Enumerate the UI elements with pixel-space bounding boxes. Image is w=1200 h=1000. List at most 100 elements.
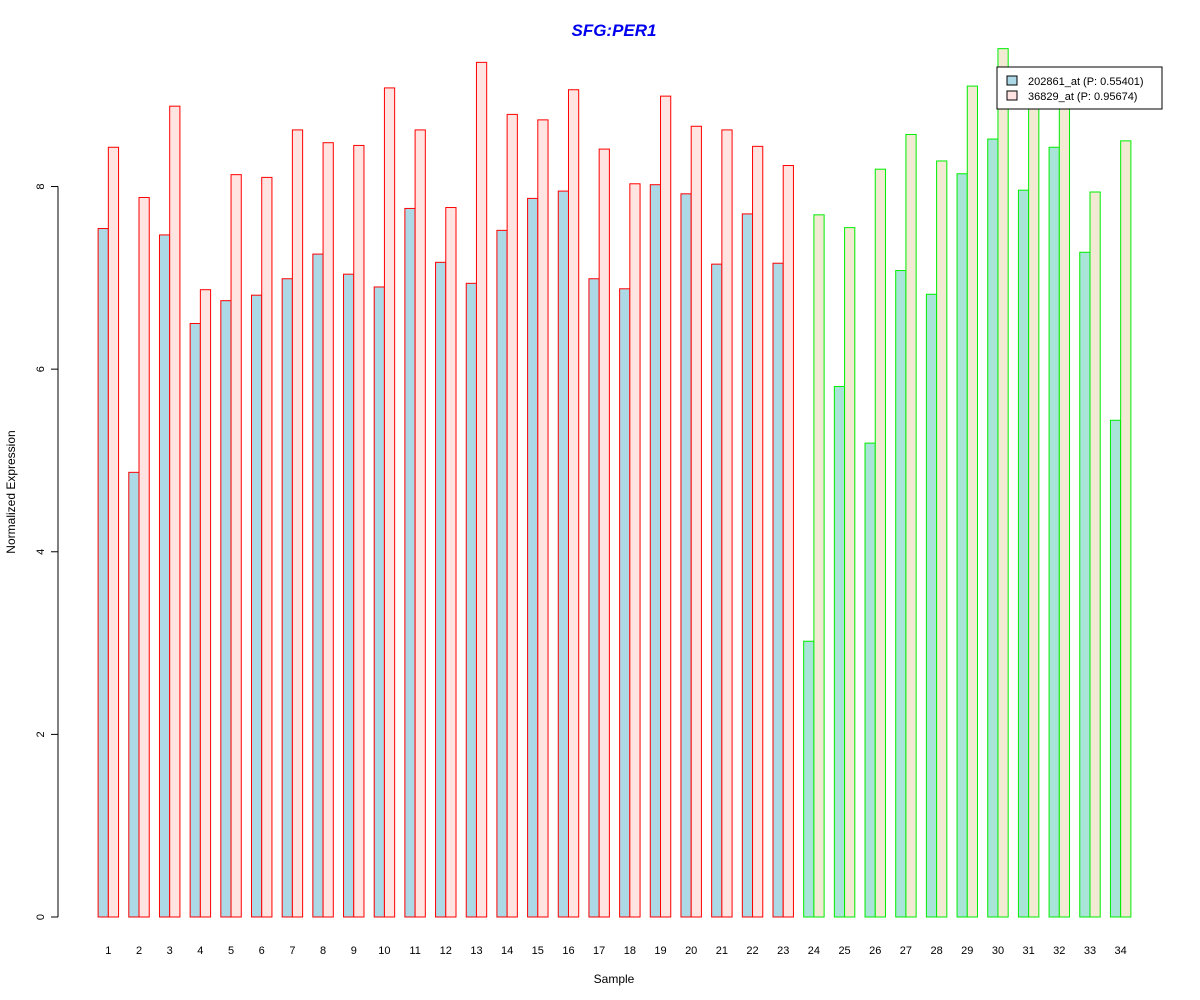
x-tick-label: 6 [259,945,265,957]
bar-sample-24-series-2 [813,214,825,918]
bar-sample-5-series-1 [220,300,232,918]
x-tick-label: 8 [320,945,326,957]
x-tick-label: 1 [105,945,111,957]
bar-sample-11-series-2 [414,129,426,918]
bar-sample-22-series-1 [741,213,754,918]
bar-sample-7-series-2 [291,129,304,918]
bar-sample-33-series-1 [1079,251,1091,918]
bar-sample-29-series-1 [956,173,968,918]
legend: 202861_at (P: 0.55401) 36829_at (P: 0.95… [996,66,1163,110]
bar-sample-30-series-1 [987,138,999,918]
bar-sample-11-series-1 [404,207,416,918]
x-tick-label: 27 [900,945,912,957]
bar-sample-31-series-2 [1028,101,1040,918]
legend-swatch-series-2 [1006,90,1018,101]
bar-sample-17-series-2 [598,148,610,918]
bar-sample-10-series-1 [373,286,385,918]
bar-sample-20-series-1 [680,193,692,918]
bar-sample-27-series-2 [905,133,917,918]
legend-label-series-1: 202861_at (P: 0.55401) [1028,76,1144,88]
bar-sample-19-series-2 [660,95,672,918]
x-tick-label: 2 [136,945,142,957]
y-tick-label: 0 [35,914,47,920]
bar-sample-18-series-2 [629,183,641,918]
x-tick-label: 33 [1084,945,1096,957]
bar-sample-5-series-2 [230,174,242,918]
bar-sample-23-series-2 [782,165,794,918]
bar-sample-14-series-1 [496,229,508,918]
x-tick-label: 20 [685,945,697,957]
bar-sample-7-series-1 [281,278,293,918]
bar-sample-12-series-1 [435,261,447,918]
x-tick-label: 18 [624,945,636,957]
y-axis: 0 2 4 6 8 [35,183,59,920]
x-tick-label: 10 [378,945,390,957]
x-tick-label: 22 [746,945,758,957]
x-tick-label: 31 [1023,945,1035,957]
bar-sample-4-series-2 [199,289,212,918]
x-tick-label: 4 [197,945,203,957]
x-tick-label: 19 [654,945,666,957]
bar-sample-1-series-1 [97,228,109,918]
bar-sample-34-series-1 [1109,419,1122,918]
x-tick-label: 7 [289,945,295,957]
bar-sample-4-series-1 [189,322,201,918]
bar-sample-8-series-2 [322,142,334,918]
legend-box [996,66,1163,110]
y-tick-label: 2 [35,731,47,737]
legend-label-series-2: 36829_at (P: 0.95674) [1028,91,1137,103]
bar-sample-22-series-2 [752,145,764,918]
bar-sample-30-series-2 [997,48,1009,918]
x-tick-label: 12 [440,945,452,957]
y-tick-label: 8 [35,183,47,189]
bar-sample-26-series-2 [874,168,886,918]
x-tick-label: 15 [532,945,544,957]
bar-sample-17-series-1 [588,278,600,918]
bar-sample-34-series-2 [1120,140,1132,918]
bar-sample-9-series-2 [353,144,365,918]
bar-sample-26-series-1 [864,442,876,918]
x-tick-label: 17 [593,945,605,957]
bar-sample-28-series-1 [925,293,938,918]
bar-sample-33-series-2 [1089,191,1101,918]
bar-sample-8-series-1 [312,253,324,918]
x-axis-label: Sample [594,972,635,986]
chart-title: SFG:PER1 [571,21,656,40]
bar-sample-13-series-2 [475,61,488,918]
x-tick-label: 5 [228,945,234,957]
x-tick-label: 3 [167,945,173,957]
bar-sample-31-series-1 [1017,189,1030,918]
bar-sample-28-series-2 [936,160,948,918]
bar-sample-9-series-1 [343,273,355,918]
bar-sample-16-series-2 [567,89,580,918]
x-tick-label: 26 [869,945,881,957]
bar-sample-25-series-1 [833,385,846,918]
bar-sample-6-series-1 [250,294,263,918]
bar-sample-20-series-2 [690,125,702,918]
bar-sample-13-series-1 [465,282,477,918]
y-tick-label: 4 [35,549,47,555]
x-tick-label: 28 [930,945,942,957]
x-tick-label: 16 [562,945,574,957]
bar-sample-15-series-1 [527,197,539,918]
x-tick-label: 32 [1053,945,1065,957]
x-tick-label: 30 [992,945,1004,957]
bar-sample-14-series-2 [506,113,518,918]
bar-sample-1-series-2 [107,146,120,918]
x-tick-label: 24 [808,945,820,957]
bar-sample-19-series-1 [649,184,662,918]
bar-sample-12-series-2 [445,207,457,918]
x-tick-label: 34 [1115,945,1127,957]
x-tick-label: 23 [777,945,789,957]
y-axis-label: Normalized Expression [4,430,18,553]
bar-sample-6-series-2 [261,176,273,918]
x-tick-label: 11 [409,945,420,957]
bar-sample-32-series-1 [1048,146,1060,918]
x-tick-label: 25 [838,945,850,957]
bar-sample-2-series-2 [138,196,150,918]
y-tick-label: 6 [35,366,47,372]
bar-sample-23-series-1 [772,262,784,918]
x-tick-label: 13 [470,945,482,957]
